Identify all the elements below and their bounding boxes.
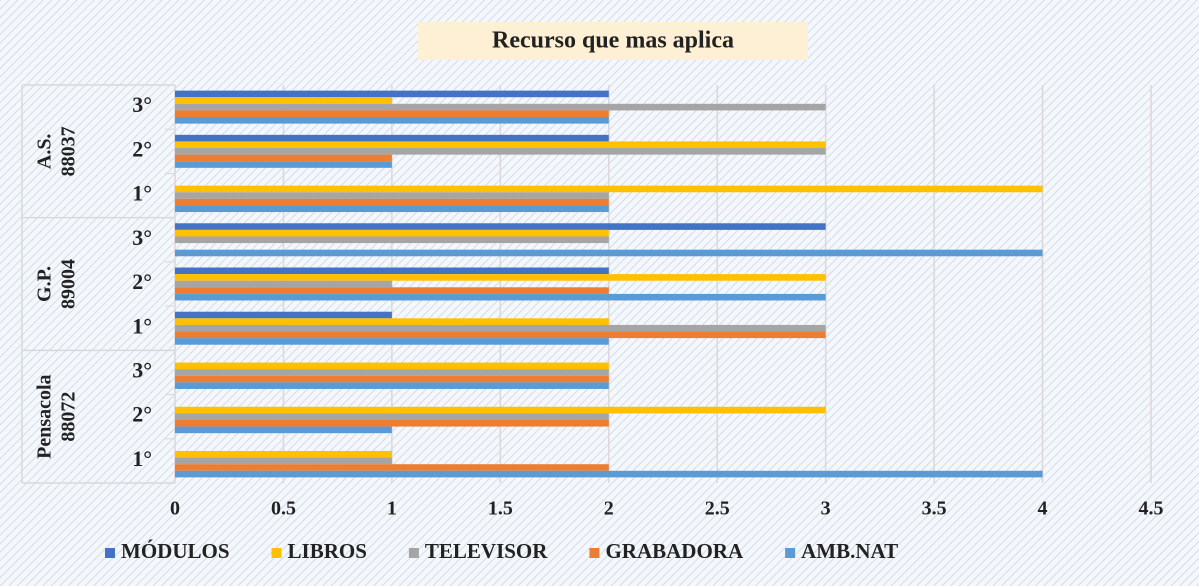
legend-label: GRABADORA xyxy=(605,539,744,563)
legend-swatch xyxy=(785,548,796,558)
title-box xyxy=(418,22,808,60)
x-tick-label: 0 xyxy=(170,498,180,520)
group-label: G.P. xyxy=(34,266,56,302)
legend-label: TELEVISOR xyxy=(425,539,548,563)
category-label: 1° xyxy=(132,181,152,206)
bar xyxy=(175,293,826,301)
category-label: 2° xyxy=(132,136,152,161)
bar xyxy=(175,205,609,213)
category-label: 3° xyxy=(132,225,152,250)
bar xyxy=(175,223,826,230)
legend-swatch xyxy=(589,548,600,558)
bar xyxy=(175,117,609,124)
legend-label: MÓDULOS xyxy=(121,539,230,563)
category-label: 2° xyxy=(132,402,152,427)
bar xyxy=(175,280,392,288)
x-tick-label: 1 xyxy=(387,498,397,520)
group-label: Pensacola xyxy=(34,374,56,458)
bar xyxy=(175,236,609,244)
bar xyxy=(175,267,609,275)
group-label: A.S. xyxy=(34,134,56,170)
bar xyxy=(175,318,609,325)
legend-swatch xyxy=(408,548,419,558)
x-tick-label: 3 xyxy=(821,498,831,520)
bar xyxy=(175,287,609,294)
legend-swatch xyxy=(105,548,115,558)
chart-title: Recurso que mas aplica xyxy=(492,28,734,54)
x-tick-label: 2.5 xyxy=(705,498,730,520)
bar xyxy=(175,229,609,237)
bar xyxy=(175,324,826,332)
group-label: 88072 xyxy=(58,392,80,442)
x-tick-label: 4.5 xyxy=(1139,498,1164,520)
bar xyxy=(175,470,1043,478)
bar xyxy=(175,369,609,376)
legend-label: AMB.NAT xyxy=(801,539,898,563)
bar xyxy=(175,375,609,383)
x-tick-label: 3.5 xyxy=(922,498,947,520)
category-label: 3° xyxy=(132,92,152,117)
bar xyxy=(175,185,1043,193)
category-label: 1° xyxy=(132,313,152,338)
bar xyxy=(175,413,609,420)
bar xyxy=(175,338,609,345)
bar xyxy=(175,311,392,319)
bar xyxy=(175,154,392,162)
bar xyxy=(175,464,609,471)
bar xyxy=(175,426,392,434)
category-label: 2° xyxy=(132,269,152,294)
bar xyxy=(175,249,1043,257)
bar xyxy=(175,90,609,98)
bar xyxy=(175,103,826,111)
bar xyxy=(175,161,392,168)
bar xyxy=(175,450,392,458)
bar xyxy=(175,110,609,118)
group-label: 89004 xyxy=(58,259,80,309)
x-tick-label: 1.5 xyxy=(488,498,513,520)
bar xyxy=(175,192,609,199)
category-label: 1° xyxy=(132,446,152,471)
bar xyxy=(175,457,392,465)
bar xyxy=(175,382,609,389)
bar xyxy=(175,148,826,155)
group-label: 88037 xyxy=(58,126,80,176)
bar xyxy=(175,406,826,414)
bar xyxy=(175,419,609,427)
x-tick-label: 4 xyxy=(1038,498,1048,520)
bar xyxy=(175,198,609,206)
bar xyxy=(175,274,826,281)
category-label: 3° xyxy=(132,357,152,382)
bar xyxy=(175,331,826,339)
bar xyxy=(175,141,826,149)
x-tick-label: 0.5 xyxy=(271,498,296,520)
bar xyxy=(175,97,392,104)
x-tick-label: 2 xyxy=(604,498,614,520)
legend-swatch xyxy=(271,548,282,558)
bar xyxy=(175,362,609,370)
bar xyxy=(175,134,609,142)
legend-label: LIBROS xyxy=(288,539,367,563)
